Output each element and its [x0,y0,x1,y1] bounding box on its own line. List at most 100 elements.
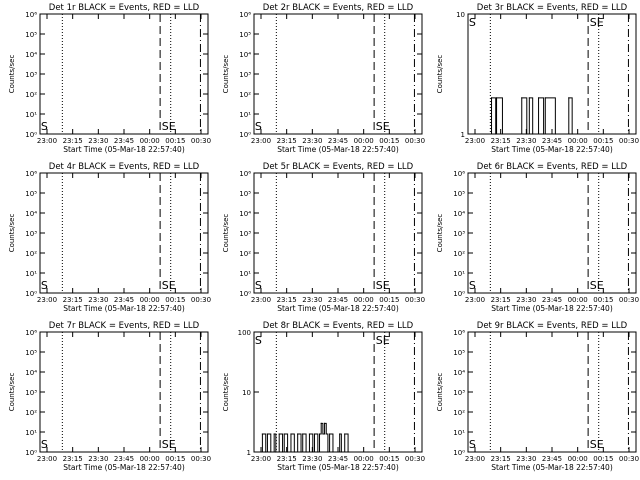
marker-label: S [255,334,262,347]
y-tick-label: 10⁶ [453,170,465,178]
x-tick-label: 23:00 [465,137,485,145]
x-axis-label: Start Time (05-Mar-18 22:57:40) [277,145,399,154]
x-tick-label: 00:30 [405,137,425,145]
chart-title: Det 4r BLACK = Events, RED = LLD [49,162,200,172]
x-tick-label: 23:00 [37,296,57,304]
x-tick-label: 00:15 [379,137,399,145]
x-tick-label: 23:00 [465,455,485,463]
x-tick-label: 00:15 [165,455,185,463]
chart-title: Det 2r BLACK = Events, RED = LLD [263,3,414,13]
y-tick-label: 10³ [453,389,465,397]
chart-title: Det 3r BLACK = Events, RED = LLD [477,3,628,13]
x-tick-label: 00:15 [379,296,399,304]
x-tick-label: 00:00 [354,296,374,304]
data-point [273,433,275,435]
x-axis-label: Start Time (05-Mar-18 22:57:40) [277,463,399,472]
x-tick-label: 23:45 [114,455,134,463]
x-tick-label: 23:45 [542,137,562,145]
data-point [278,433,280,435]
data-point [347,451,349,453]
x-tick-label: 23:15 [63,137,83,145]
marker-label: S [41,438,48,451]
y-tick-label: 10⁴ [25,210,37,218]
data-point [275,451,277,453]
x-axis-label: Start Time (05-Mar-18 22:57:40) [491,463,613,472]
x-tick-label: 23:30 [302,455,322,463]
data-point [332,451,334,453]
x-tick-label: 23:15 [491,455,511,463]
chart-panel: Det 6r BLACK = Events, RED = LLD 10⁰ 10¹ 10… [436,162,639,313]
y-tick-label: 1 [247,449,251,457]
y-axis-label: Counts/sec [222,214,230,253]
x-tick-label: 23:15 [63,455,83,463]
y-tick-label: 10¹ [453,270,465,278]
y-tick-label: 10³ [239,71,251,79]
marker-label: SE [590,438,604,451]
chart-panel: Det 5r BLACK = Events, RED = LLD 10⁰ 10¹ 10… [222,162,425,313]
x-axis-label: Start Time (05-Mar-18 22:57:40) [63,463,185,472]
data-point [293,451,295,453]
data-point [261,433,263,435]
data-point [495,97,498,99]
y-tick-label: 10⁵ [25,190,37,198]
y-tick-label: 10⁴ [239,51,251,59]
y-axis-label: Counts/sec [222,373,230,412]
y-tick-label: 10⁴ [453,210,465,218]
y-tick-label: 10⁶ [25,329,37,337]
data-point [339,433,341,435]
data-point [287,451,289,453]
y-tick-label: 10² [453,409,465,417]
data-point [571,133,573,135]
data-point [543,133,545,135]
y-axis-label: Counts/sec [222,55,230,94]
x-tick-label: 23:15 [491,137,511,145]
data-point [281,451,284,453]
y-tick-label: 10⁵ [25,31,37,39]
y-tick-label: 10¹ [25,270,37,278]
x-tick-label: 00:00 [354,455,374,463]
y-tick-label: 10⁰ [239,290,251,298]
data-point [290,433,292,435]
x-tick-label: 00:15 [593,455,613,463]
y-tick-label: 10 [242,389,251,397]
x-tick-label: 23:15 [277,137,297,145]
x-tick-label: 00:30 [191,455,211,463]
x-tick-label: 23:30 [88,455,108,463]
data-point [283,433,285,435]
y-tick-label: 10⁶ [239,170,251,178]
data-point [313,433,316,435]
y-tick-label: 10³ [25,71,37,79]
x-tick-label: 23:00 [37,455,57,463]
data-point [501,133,504,135]
x-tick-label: 23:00 [251,455,271,463]
marker-label: S [255,120,262,133]
x-tick-label: 23:45 [328,137,348,145]
x-tick-label: 00:15 [379,455,399,463]
x-tick-label: 00:15 [165,296,185,304]
chart-panel: Det 1r BLACK = Events, RED = LLD 10⁰ 10¹ 10… [8,3,211,154]
y-tick-label: 10⁴ [453,369,465,377]
chart-title: Det 5r BLACK = Events, RED = LLD [263,162,414,172]
marker-label: SE [162,120,176,133]
y-tick-label: 10⁵ [453,349,465,357]
data-point [322,433,324,435]
x-tick-label: 23:00 [465,296,485,304]
marker-label: SE [590,16,604,29]
data-point [490,97,493,99]
data-point [308,433,311,435]
chart-panel: Det 4r BLACK = Events, RED = LLD 10⁰ 10¹ 10… [8,162,211,313]
y-axis-label: Counts/sec [436,373,444,412]
data-point [318,433,321,435]
data-point [325,433,327,435]
x-axis-label: Start Time (05-Mar-18 22:57:40) [491,145,613,154]
x-tick-label: 23:45 [114,296,134,304]
data-point [300,451,302,453]
data-point [317,451,319,453]
x-tick-label: 00:00 [140,455,160,463]
marker-label: S [255,279,262,292]
y-tick-label: 10³ [25,230,37,238]
x-tick-label: 00:30 [619,296,639,304]
y-tick-label: 10¹ [239,111,251,119]
